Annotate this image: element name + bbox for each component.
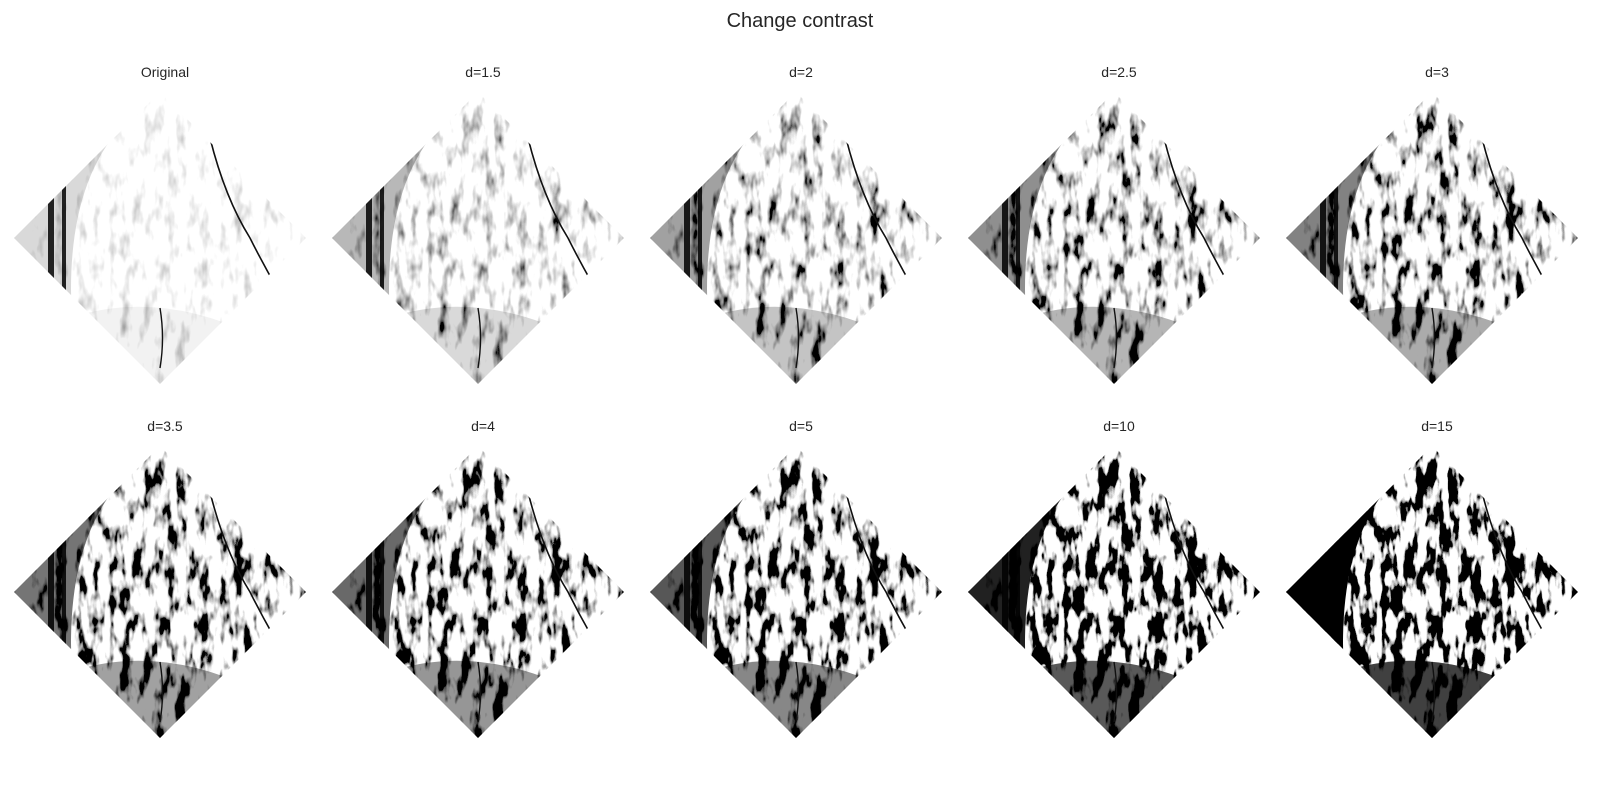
image-panel: d=4 xyxy=(328,418,638,758)
fingerprint-image xyxy=(650,446,942,738)
crack-line xyxy=(1113,661,1118,723)
image-panel: d=3 xyxy=(1282,64,1592,404)
edge-bar xyxy=(380,178,384,298)
panel-title: d=1.5 xyxy=(465,64,501,80)
fingerprint-image xyxy=(332,446,624,738)
lower-shadow xyxy=(706,660,896,738)
panel-title: d=2.5 xyxy=(1101,64,1137,80)
fingerprint-image xyxy=(1286,92,1578,384)
edge-bar xyxy=(62,178,66,298)
edge-bar xyxy=(698,532,702,652)
panel-title: d=4 xyxy=(471,418,495,434)
figure-title: Change contrast xyxy=(726,10,874,32)
panel-title: d=10 xyxy=(1103,418,1135,434)
fingerprint-image xyxy=(968,92,1260,384)
image-panel: d=10 xyxy=(964,418,1274,758)
lower-shadow xyxy=(388,306,578,384)
edge-bar xyxy=(1320,532,1326,652)
panel-title: Original xyxy=(140,64,190,80)
image-panel: Original xyxy=(10,64,320,404)
panel-title: d=3.5 xyxy=(147,418,183,434)
crack-line xyxy=(1431,661,1436,723)
lower-shadow xyxy=(1342,306,1532,384)
image-panel: d=5 xyxy=(646,418,956,758)
edge-bar xyxy=(1016,532,1020,652)
crack-line xyxy=(477,307,482,369)
lower-shadow xyxy=(1024,306,1214,384)
edge-bar xyxy=(366,178,372,298)
edge-bar xyxy=(366,532,372,652)
fingerprint-image xyxy=(968,446,1260,738)
edge-bar xyxy=(698,178,702,298)
image-panel: d=15 xyxy=(1282,418,1592,758)
crack-line xyxy=(1431,307,1436,369)
image-panel: d=2 xyxy=(646,64,956,404)
crack-line xyxy=(159,307,164,369)
fingerprint-image xyxy=(1286,446,1578,738)
crack-line xyxy=(159,661,164,723)
edge-bar xyxy=(1002,178,1008,298)
panel-title: d=2 xyxy=(789,64,813,80)
image-panel: d=2.5 xyxy=(964,64,1274,404)
image-panel: d=1.5 xyxy=(328,64,638,404)
lower-shadow xyxy=(1024,660,1214,738)
fingerprint-image xyxy=(14,446,306,738)
lower-shadow xyxy=(706,306,896,384)
panel-title: d=15 xyxy=(1421,418,1453,434)
edge-bar xyxy=(48,178,54,298)
crack-line xyxy=(795,307,800,369)
image-panel: d=3.5 xyxy=(10,418,320,758)
edge-bar xyxy=(48,532,54,652)
panel-title: d=3 xyxy=(1425,64,1449,80)
crack-line xyxy=(795,661,800,723)
lower-shadow xyxy=(1342,660,1532,738)
edge-bar xyxy=(684,532,690,652)
edge-bar xyxy=(1334,532,1338,652)
lower-shadow xyxy=(70,306,260,384)
crack-line xyxy=(1113,307,1118,369)
edge-bar xyxy=(1320,178,1326,298)
lower-shadow xyxy=(70,660,260,738)
edge-bar xyxy=(1334,178,1338,298)
lower-shadow xyxy=(388,660,578,738)
fingerprint-image xyxy=(650,92,942,384)
edge-bar xyxy=(1016,178,1020,298)
fingerprint-image xyxy=(14,92,306,384)
fingerprint-image xyxy=(332,92,624,384)
edge-bar xyxy=(684,178,690,298)
crack-line xyxy=(477,661,482,723)
panel-title: d=5 xyxy=(789,418,813,434)
edge-bar xyxy=(380,532,384,652)
edge-bar xyxy=(1002,532,1008,652)
edge-bar xyxy=(62,532,66,652)
